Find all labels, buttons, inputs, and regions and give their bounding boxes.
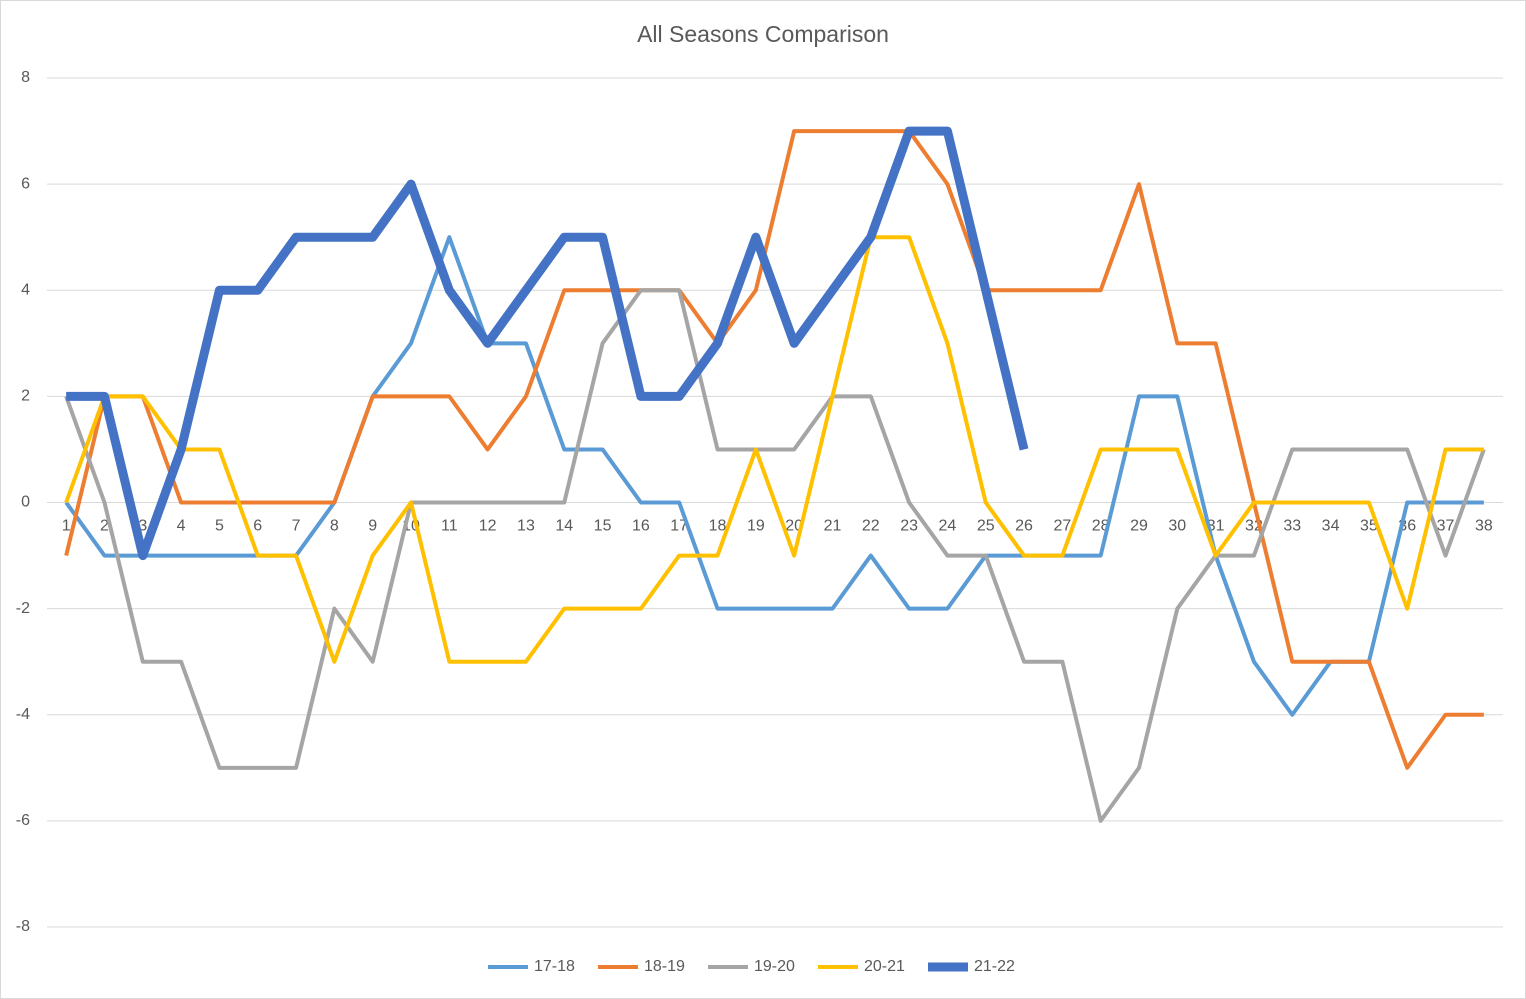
x-tick-label: 38	[1475, 518, 1493, 535]
x-tick-label: 25	[977, 518, 995, 535]
x-tick-label: 1	[62, 518, 71, 535]
series-line	[64, 129, 1484, 770]
series-line	[64, 235, 1484, 717]
legend-label: 21-22	[974, 958, 1015, 975]
x-tick-label: 5	[215, 518, 224, 535]
x-tick-label: 19	[747, 518, 765, 535]
x-tick-label: 16	[632, 518, 650, 535]
x-tick-label: 12	[479, 518, 497, 535]
x-tick-label: 17	[670, 518, 688, 535]
x-tick-label: 21	[824, 518, 842, 535]
x-tick-label: 7	[292, 518, 301, 535]
x-tick-label: 3	[138, 518, 147, 535]
x-tick-label: 14	[555, 518, 573, 535]
x-tick-label: 23	[900, 518, 918, 535]
y-tick-label: 6	[21, 175, 30, 192]
x-tick-label: 2	[100, 518, 109, 535]
legend-label: 18-19	[644, 958, 685, 975]
y-tick-label: 4	[21, 281, 30, 298]
y-tick-label: 8	[21, 69, 30, 86]
x-tick-label: 13	[517, 518, 535, 535]
y-tick-label: -6	[16, 812, 30, 829]
series-line	[64, 235, 1484, 664]
x-tick-label: 8	[330, 518, 339, 535]
legend-label: 19-20	[754, 958, 795, 975]
x-tick-label: 18	[709, 518, 727, 535]
x-tick-label: 11	[441, 518, 458, 535]
y-tick-label: 0	[21, 494, 30, 511]
y-tick-label: 2	[21, 388, 30, 405]
y-tick-label: -8	[16, 918, 30, 935]
chart-title: All Seasons Comparison	[637, 21, 889, 47]
x-tick-label: 29	[1130, 518, 1148, 535]
y-tick-label: -4	[16, 706, 30, 723]
x-tick-label: 27	[1053, 518, 1071, 535]
legend-label: 17-18	[534, 958, 575, 975]
x-tick-label: 24	[939, 518, 957, 535]
x-tick-label: 37	[1437, 518, 1455, 535]
x-tick-label: 22	[862, 518, 880, 535]
y-tick-label: -2	[16, 600, 30, 617]
x-tick-label: 4	[177, 518, 186, 535]
x-tick-label: 34	[1322, 518, 1340, 535]
x-tick-label: 26	[1015, 518, 1033, 535]
legend-label: 20-21	[864, 958, 905, 975]
series-line	[64, 288, 1486, 823]
x-tick-label: 9	[368, 518, 377, 535]
x-tick-label: 30	[1168, 518, 1186, 535]
x-tick-label: 35	[1360, 518, 1378, 535]
x-tick-label: 6	[253, 518, 262, 535]
series-line	[66, 126, 1029, 561]
x-tick-label: 15	[594, 518, 612, 535]
x-tick-label: 33	[1283, 518, 1301, 535]
